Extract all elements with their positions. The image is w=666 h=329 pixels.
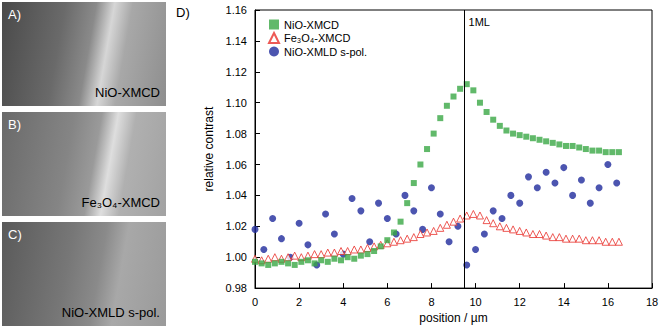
svg-text:8: 8 [428,296,434,308]
svg-text:Fe₃O₄-XMCD: Fe₃O₄-XMCD [284,32,350,44]
svg-text:14: 14 [558,296,570,308]
svg-text:2: 2 [296,296,302,308]
svg-text:0: 0 [252,296,258,308]
svg-text:1.04: 1.04 [226,189,247,201]
svg-text:D): D) [176,5,190,20]
html-text:NiO-XMLD s-pol.: NiO-XMLD s-pol. [61,305,160,320]
svg-text:1.16: 1.16 [226,4,247,16]
svg-text:1.06: 1.06 [226,159,247,171]
svg-text:1.08: 1.08 [226,128,247,140]
svg-text:18: 18 [646,296,658,308]
svg-text:NiO-XMLD s-pol.: NiO-XMLD s-pol. [284,46,367,58]
svg-text:1.10: 1.10 [226,97,247,109]
svg-text:10: 10 [469,296,481,308]
html-text:NiO-XMCD: NiO-XMCD [95,85,160,100]
svg-text:1ML: 1ML [469,16,490,28]
html-text:Fe₃O₄-XMCD: Fe₃O₄-XMCD [81,195,160,210]
html-text:A): A) [8,7,21,22]
svg-text:relative contrast: relative contrast [202,106,216,191]
svg-text:0.98: 0.98 [226,282,247,294]
svg-text:6: 6 [384,296,390,308]
svg-text:1.12: 1.12 [226,66,247,78]
svg-text:16: 16 [602,296,614,308]
svg-text:12: 12 [514,296,526,308]
html-text:B): B) [8,117,21,132]
html-text:C): C) [8,227,22,242]
svg-text:1.14: 1.14 [226,35,247,47]
svg-text:NiO-XMCD: NiO-XMCD [284,19,339,31]
svg-text:position / µm: position / µm [419,311,487,325]
svg-text:1.00: 1.00 [226,251,247,263]
svg-text:4: 4 [340,296,346,308]
svg-text:1.02: 1.02 [226,220,247,232]
